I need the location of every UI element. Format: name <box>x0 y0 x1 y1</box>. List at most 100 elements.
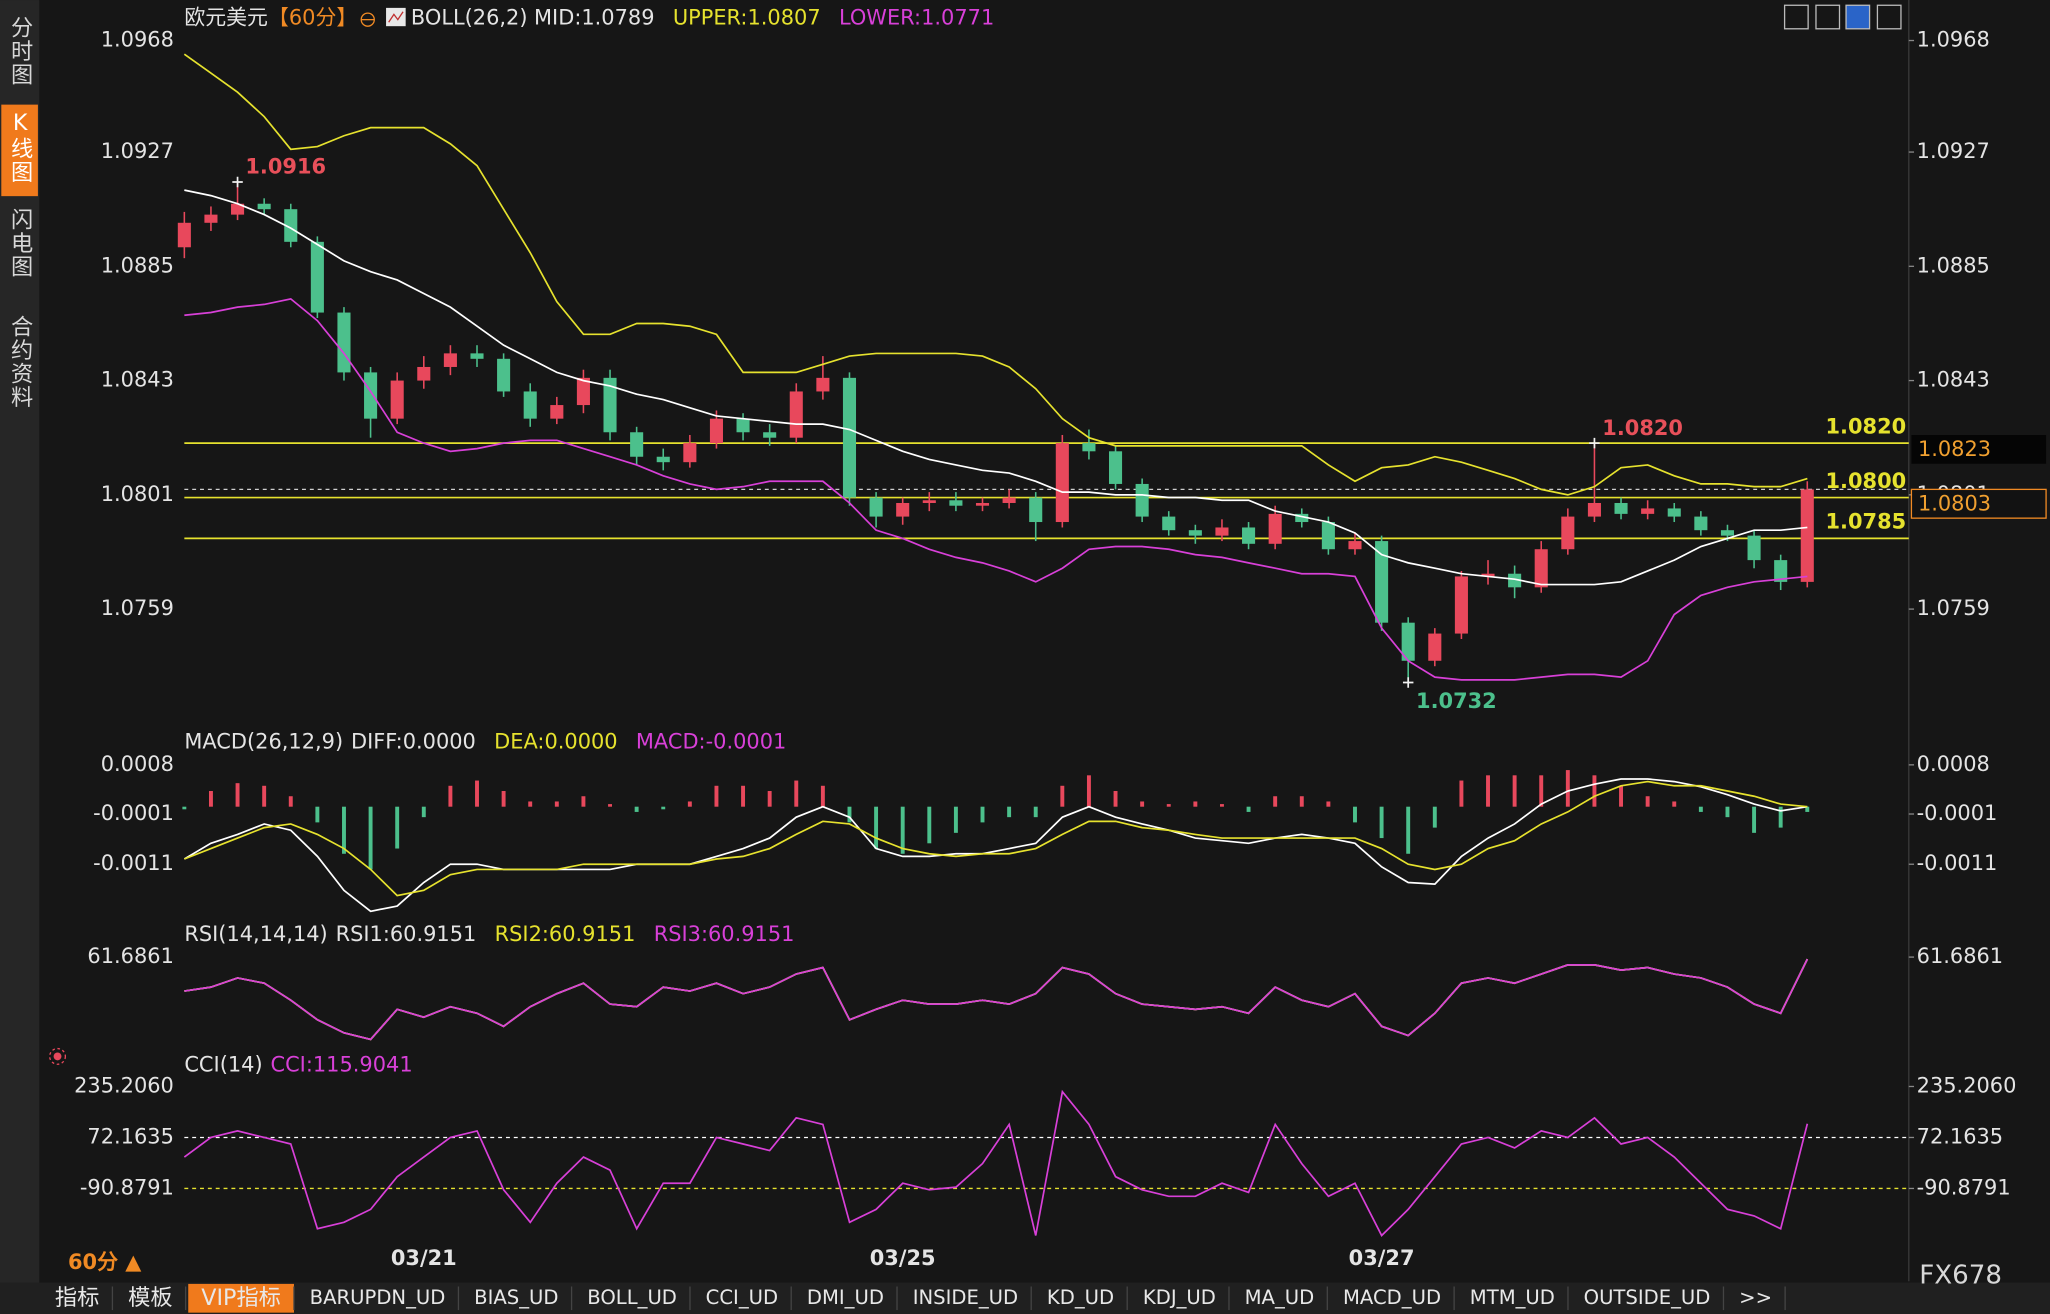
macd-bar <box>1060 785 1065 807</box>
macd-bar <box>1645 796 1650 807</box>
toolbar-item[interactable]: MTM_UD <box>1470 1286 1555 1309</box>
macd-bar <box>581 796 586 807</box>
candle-body <box>1800 489 1814 582</box>
toolbar-item[interactable]: CCI_UD <box>706 1286 778 1309</box>
macd-bar <box>927 806 932 844</box>
toolbar-item[interactable]: >> <box>1739 1286 1772 1309</box>
candle-body <box>1135 483 1149 517</box>
candle-body <box>1268 513 1282 544</box>
legend-item: RSI1:60.9151 <box>336 922 477 946</box>
macd-bar <box>767 791 772 807</box>
view-buttons[interactable] <box>1783 4 1902 30</box>
toolbar-item[interactable]: 模板 <box>128 1285 172 1311</box>
candle-body <box>231 203 245 215</box>
macd-bar <box>368 806 373 870</box>
macd-bar <box>687 801 692 807</box>
sun-icon-core <box>53 1052 62 1061</box>
candle-body <box>603 377 617 433</box>
macd-bar <box>1166 804 1171 807</box>
macd-bar <box>1752 806 1757 833</box>
legend-item: BOLL(26,2) <box>411 5 528 29</box>
candle-body <box>1055 443 1069 523</box>
candle-body <box>869 497 883 517</box>
extreme-label: 1.0916 <box>245 155 326 179</box>
toolbar-item[interactable]: BOLL_UD <box>587 1286 677 1309</box>
toolbar-item[interactable]: MACD_UD <box>1343 1286 1441 1309</box>
candle-body <box>443 353 457 367</box>
candle-body <box>576 377 590 406</box>
candle-body <box>1029 497 1043 523</box>
candle-body <box>1481 573 1495 577</box>
macd-bar <box>1353 806 1357 823</box>
macd-bar <box>1805 806 1810 812</box>
macd-bar <box>1246 806 1251 812</box>
macd-bar <box>1086 775 1091 807</box>
y-tick-label: -0.0001 <box>93 801 174 825</box>
toolbar-item[interactable]: OUTSIDE_UD <box>1584 1286 1711 1309</box>
candle-body <box>284 209 298 242</box>
view-button[interactable] <box>1845 4 1871 30</box>
candle-body <box>683 443 697 463</box>
view-button[interactable] <box>1876 4 1902 30</box>
candle-body <box>1082 443 1096 452</box>
toolbar-item[interactable]: INSIDE_UD <box>913 1286 1018 1309</box>
candle-body <box>1242 527 1256 544</box>
macd-bar <box>661 806 666 810</box>
toolbar-item[interactable]: 指标 <box>55 1285 99 1311</box>
macd-bar <box>1459 780 1464 807</box>
candle-body <box>390 380 404 419</box>
candle-body <box>949 500 963 506</box>
macd-bar <box>1007 806 1012 818</box>
candle-body <box>1587 502 1601 517</box>
toolbar-item[interactable]: KD_UD <box>1047 1286 1114 1309</box>
candle-body <box>1561 516 1575 550</box>
macd-bar <box>634 806 639 812</box>
legend-item: DIFF:0.0000 <box>351 730 476 754</box>
toolbar-item[interactable]: KDJ_UD <box>1143 1286 1216 1309</box>
macd-bar <box>1140 801 1145 807</box>
candle-body <box>1401 622 1415 661</box>
macd-bar <box>1565 770 1570 807</box>
legend-item: MACD(26,12,9) <box>184 730 343 754</box>
candle-body <box>1375 541 1389 623</box>
macd-bar <box>235 783 240 807</box>
price-tag-label: 1.0803 <box>1918 491 1991 515</box>
extreme-marker <box>1589 437 1600 449</box>
toolbar-item[interactable]: BIAS_UD <box>474 1286 558 1309</box>
toolbar-item[interactable]: MA_UD <box>1245 1286 1315 1309</box>
legend-item: CCI(14) <box>184 1053 262 1077</box>
candle-body <box>842 377 857 498</box>
period-selector[interactable]: 60分 ▲ <box>68 1250 142 1274</box>
legend-item: LOWER:1.0771 <box>839 5 994 29</box>
candle-body <box>310 241 324 313</box>
macd-bar <box>501 791 506 807</box>
toolbar-item[interactable]: VIP指标 <box>201 1285 281 1311</box>
sidebar <box>0 0 40 1314</box>
toolbar-item[interactable]: BARUPDN_UD <box>310 1286 446 1309</box>
sidebar-tab[interactable]: 合约资料 <box>7 315 33 410</box>
macd-bar <box>262 785 267 807</box>
view-button[interactable] <box>1815 4 1841 30</box>
legend-item: MACD:-0.0001 <box>636 730 786 754</box>
y-tick-label: 1.0885 <box>101 253 174 277</box>
y-tick-label-right: 0.0008 <box>1917 752 1990 776</box>
toolbar-item[interactable]: DMI_UD <box>807 1286 884 1309</box>
legend-item: 【60分】 <box>268 5 357 29</box>
sidebar-tab-active <box>1 104 38 197</box>
extreme-marker <box>1402 677 1414 688</box>
sidebar-tab[interactable]: 分时图 <box>7 15 33 86</box>
candle-body <box>1188 530 1202 536</box>
macd-bar <box>288 796 293 807</box>
view-button[interactable] <box>1783 4 1809 30</box>
legend-item: UPPER:1.0807 <box>673 5 821 29</box>
macd-bar <box>820 785 825 807</box>
sidebar-tab[interactable]: K线图 <box>7 110 33 184</box>
candle-body <box>1720 530 1735 536</box>
price-tag <box>1911 434 2047 464</box>
macd-bar <box>554 801 559 807</box>
candle-body <box>1295 513 1309 523</box>
sidebar-tab[interactable]: 闪电图 <box>7 207 33 278</box>
candle-body <box>709 418 723 444</box>
macd-bar <box>847 806 852 823</box>
